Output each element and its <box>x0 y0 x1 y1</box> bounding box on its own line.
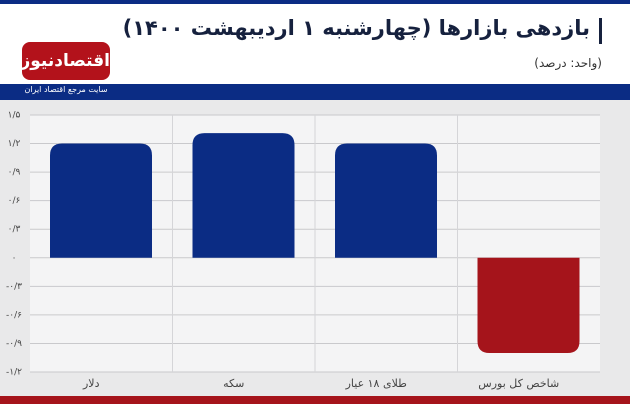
bar <box>335 143 437 258</box>
logo-tagline: سایت مرجع اقتصاد ایران <box>24 85 108 94</box>
x-tick-label: دلار <box>82 377 100 390</box>
y-tick-label: ۱/۲ <box>8 139 21 149</box>
chart-title: بازدهی بازارها (چهارشنبه ۱ اردیبهشت ۱۴۰۰… <box>122 16 590 40</box>
y-tick-label: ۰/۶ <box>8 196 21 206</box>
bar <box>192 133 295 258</box>
x-tick-label: طلای ۱۸ عیار <box>345 377 408 390</box>
title-decoration <box>599 18 602 44</box>
blue-band <box>0 84 630 100</box>
chart-subtitle: (واحد: درصد) <box>534 56 602 70</box>
logo: اقتصادنیوز <box>20 42 110 80</box>
y-tick-label: ۰ <box>12 253 17 263</box>
bar <box>50 143 152 258</box>
y-tick-label: -۰/۳ <box>6 282 22 292</box>
x-tick-label: شاخص کل بورس <box>478 377 559 390</box>
bottom-strip <box>0 396 630 404</box>
bar <box>477 257 580 353</box>
y-tick-label: -۰/۶ <box>6 310 22 320</box>
y-tick-label: -۰/۹ <box>6 339 22 349</box>
y-tick-label: ۱/۵ <box>8 111 21 121</box>
x-tick-label: سکه <box>223 377 244 390</box>
y-tick-label: ۰/۹ <box>8 168 21 178</box>
top-strip <box>0 0 630 4</box>
y-tick-label: -۱/۲ <box>6 368 22 378</box>
y-tick-label: ۰/۳ <box>8 225 21 235</box>
